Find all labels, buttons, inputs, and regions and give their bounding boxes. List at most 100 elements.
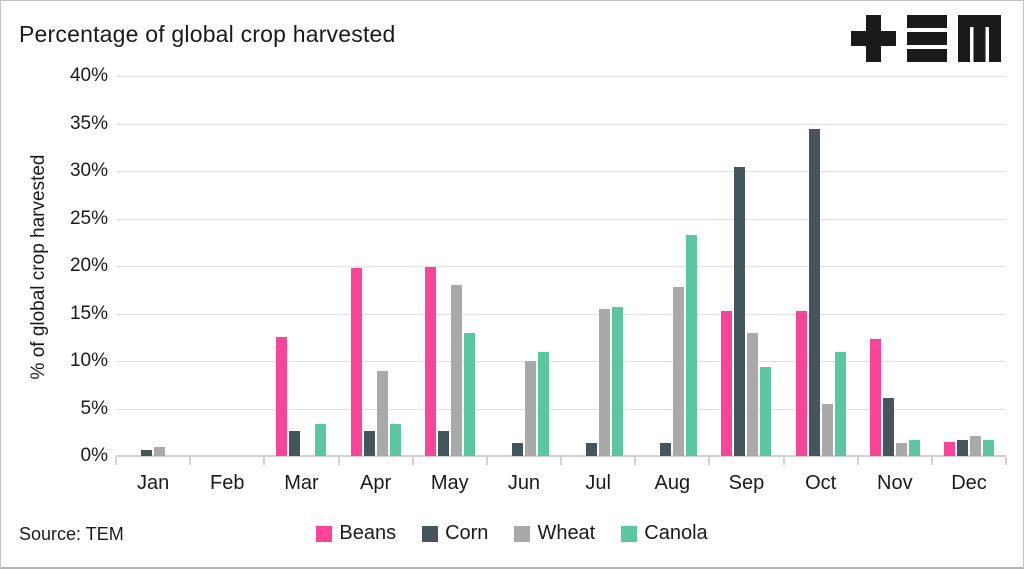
category-group-oct (784, 76, 858, 456)
x-tick-label-sep: Sep (728, 472, 765, 494)
legend-swatch-canola (621, 525, 638, 542)
bar-wheat-apr (376, 370, 388, 456)
source-note: Source: TEM (19, 524, 124, 544)
legend: Beans Corn Wheat Canola (1, 522, 1023, 545)
bar-canola-mar (315, 423, 327, 456)
bar-corn-apr (363, 431, 375, 456)
x-tick-label-mar: Mar (284, 472, 319, 494)
x-axis-tick (189, 457, 192, 465)
bar-canola-jun (537, 351, 549, 456)
y-tick-label-10: 10% (69, 350, 108, 371)
category-group-jan (116, 76, 190, 456)
y-tick-label-0: 0% (80, 445, 108, 466)
y-tick-label-15: 15% (69, 302, 108, 324)
legend-swatch-corn (422, 525, 439, 542)
bar-wheat-may (450, 285, 462, 456)
y-tick-label-30: 30% (69, 160, 108, 181)
x-axis-line (116, 455, 1006, 457)
bar-canola-oct (834, 352, 846, 456)
legend-swatch-wheat (514, 525, 531, 542)
legend-label-canola: Canola (644, 522, 708, 544)
bar-wheat-nov (895, 442, 907, 456)
x-tick-label-dec: Dec (951, 472, 987, 494)
x-tick-label-oct: Oct (805, 472, 837, 494)
bar-wheat-jan (154, 446, 166, 456)
y-axis-tick-labels: 40% 35% 30% 25% 20% 15% 10% 5% 0% (46, 66, 108, 466)
bar-beans-mar (276, 337, 288, 456)
bar-wheat-aug (673, 286, 685, 456)
y-tick-label-25: 25% (69, 207, 108, 229)
tem-logo (851, 15, 1001, 62)
x-axis-tick (930, 457, 933, 465)
bars-container (116, 76, 1006, 456)
category-group-jul (561, 76, 635, 456)
legend-item-wheat: Wheat (514, 522, 595, 545)
gridline-20 (116, 266, 1006, 267)
x-tick-label-nov: Nov (877, 472, 913, 494)
x-tick-label-jun: Jun (507, 472, 541, 494)
legend-item-canola: Canola (621, 522, 708, 545)
gridline-5 (116, 408, 1006, 410)
x-axis-tick (1005, 457, 1007, 465)
legend-item-corn: Corn (422, 522, 488, 545)
gridline-15 (116, 313, 1006, 315)
gridline-10 (116, 361, 1006, 362)
x-axis-tick-labels: Jan Feb Mar Apr May Jun Jul Aug Sep Oct Nov Dec (116, 472, 1006, 495)
x-tick-label-may: May (430, 472, 469, 494)
category-group-dec (932, 76, 1006, 456)
x-tick-label-apr: Apr (360, 472, 392, 494)
bar-canola-dec (982, 439, 994, 456)
y-tick-label-35: 35% (69, 112, 108, 134)
bar-corn-sep (734, 167, 746, 456)
plot-area (115, 76, 1007, 465)
bar-wheat-jun (524, 361, 536, 456)
x-axis-tick (708, 457, 711, 465)
bar-beans-oct (795, 310, 807, 456)
gridline-30 (116, 171, 1006, 172)
category-group-apr (339, 76, 413, 456)
bar-canola-nov (908, 439, 920, 456)
bar-beans-sep (721, 310, 733, 456)
bar-beans-may (424, 266, 436, 456)
bar-corn-jul (586, 442, 598, 456)
bar-corn-jun (511, 442, 523, 456)
x-tick-label-feb: Feb (210, 472, 245, 494)
x-axis-tick (560, 457, 562, 465)
bar-canola-sep (760, 366, 772, 456)
bar-canola-aug (686, 234, 698, 456)
category-group-mar (264, 76, 338, 456)
y-tick-label-5: 5% (80, 397, 108, 419)
x-tick-label-jul: Jul (585, 472, 611, 494)
x-axis-tick (856, 457, 859, 465)
bar-corn-mar (289, 431, 301, 456)
bar-corn-aug (660, 442, 672, 456)
category-group-jun (487, 76, 561, 456)
bar-beans-nov (869, 339, 881, 456)
category-group-nov (858, 76, 932, 456)
x-axis-tick (485, 457, 488, 465)
y-tick-label-40: 40% (69, 65, 108, 86)
bar-corn-oct (808, 129, 820, 456)
category-group-sep (709, 76, 783, 456)
x-axis-tick (634, 457, 637, 465)
x-axis-tick (115, 457, 117, 465)
gridline-35 (116, 123, 1006, 125)
bar-corn-nov (882, 398, 894, 456)
chart-title: Percentage of global crop harvested (19, 21, 396, 47)
bar-wheat-jul (599, 308, 611, 456)
bar-beans-dec (943, 441, 955, 456)
bar-canola-may (463, 332, 475, 456)
x-axis-tick (411, 457, 414, 465)
gridline-25 (116, 218, 1006, 220)
bar-corn-dec (956, 439, 968, 456)
x-axis-tick (263, 457, 266, 465)
x-tick-label-aug: Aug (654, 472, 691, 494)
y-tick-label-20: 20% (69, 255, 108, 276)
legend-label-corn: Corn (445, 522, 489, 544)
bar-corn-may (437, 431, 449, 456)
bar-corn-jan (141, 450, 153, 456)
bar-wheat-sep (747, 333, 759, 456)
category-group-feb (190, 76, 264, 456)
bar-beans-apr (350, 267, 362, 456)
